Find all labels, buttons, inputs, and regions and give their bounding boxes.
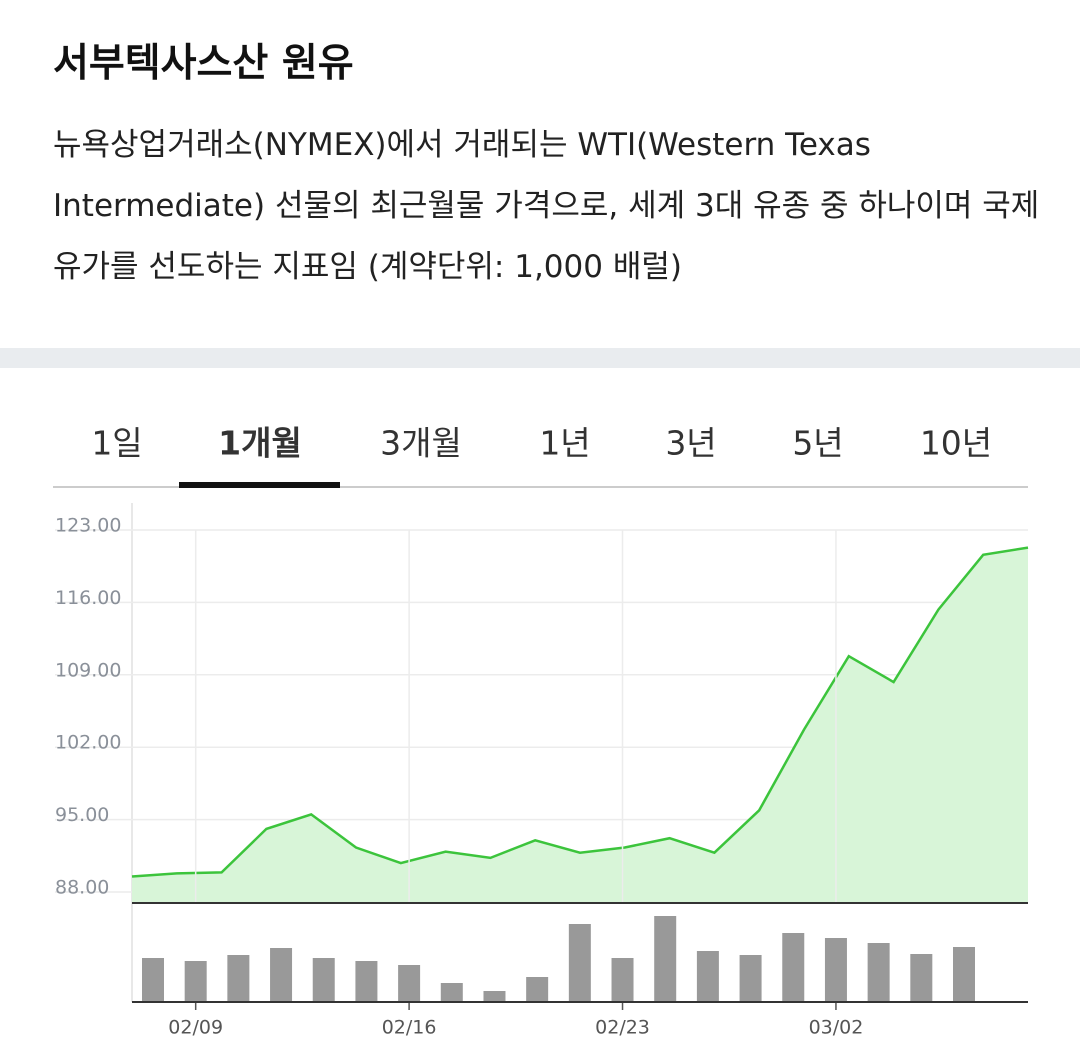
y-tick-label: 102.00 bbox=[55, 732, 121, 754]
volume-bar bbox=[483, 991, 506, 1002]
y-tick-label: 95.00 bbox=[55, 804, 109, 826]
volume-bar bbox=[184, 961, 207, 1002]
volume-bar bbox=[910, 954, 933, 1002]
volume-bar bbox=[312, 958, 335, 1002]
divider bbox=[0, 348, 1080, 368]
x-tick-label: 02/23 bbox=[595, 1017, 650, 1039]
x-tick-label: 02/16 bbox=[382, 1017, 437, 1039]
volume-bar bbox=[526, 977, 549, 1002]
volume-bar bbox=[953, 947, 975, 1002]
volume-bar bbox=[739, 955, 762, 1002]
tab[interactable]: 1년 bbox=[539, 424, 590, 463]
volume-bar bbox=[398, 965, 421, 1002]
volume-bar bbox=[696, 951, 719, 1002]
y-tick-label: 116.00 bbox=[55, 587, 121, 609]
y-tick-label: 88.00 bbox=[55, 877, 109, 899]
tab[interactable]: 1일 bbox=[91, 424, 142, 463]
volume-bar bbox=[782, 933, 805, 1002]
title: 서부텍사스산 원유 bbox=[53, 41, 354, 86]
x-tick-label: 02/09 bbox=[168, 1017, 223, 1039]
tab-indicator bbox=[179, 482, 340, 488]
price-line bbox=[131, 546, 1029, 878]
area-fill bbox=[132, 547, 1028, 903]
tab[interactable]: 3년 bbox=[665, 424, 716, 463]
tab[interactable]: 10년 bbox=[920, 424, 992, 463]
volume-bar bbox=[440, 983, 463, 1002]
description: 뉴욕상업거래소(NYMEX)에서 거래되는 WTI(Western Texas … bbox=[53, 127, 1040, 285]
y-tick-label: 123.00 bbox=[55, 515, 121, 537]
volume-bar bbox=[867, 943, 890, 1002]
volume-bar bbox=[355, 961, 378, 1002]
x-tick-label: 03/02 bbox=[809, 1017, 864, 1039]
volume-bar bbox=[611, 958, 634, 1002]
volume-bar bbox=[142, 958, 164, 1002]
volume-bar bbox=[654, 916, 677, 1002]
tab[interactable]: 1개월 bbox=[218, 424, 302, 463]
tab[interactable]: 3개월 bbox=[380, 424, 462, 463]
y-tick-label: 109.00 bbox=[55, 659, 121, 681]
volume-bar bbox=[270, 948, 293, 1002]
tab[interactable]: 5년 bbox=[792, 424, 843, 463]
volume-bar bbox=[568, 924, 591, 1002]
volume-bar bbox=[227, 955, 250, 1002]
volume-bar bbox=[824, 938, 847, 1002]
